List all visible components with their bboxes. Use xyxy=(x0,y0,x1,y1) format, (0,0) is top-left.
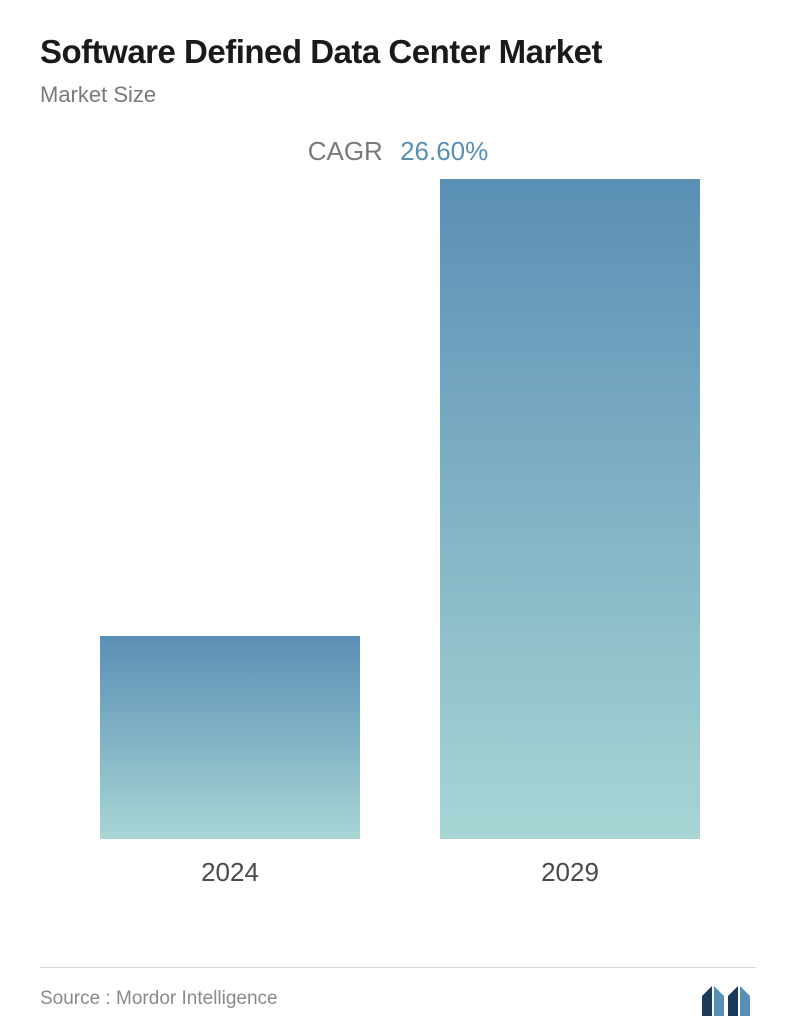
bar-rect xyxy=(440,179,700,839)
cagr-label: CAGR xyxy=(308,136,383,166)
bar-2029: 2029 xyxy=(440,179,700,839)
bar-2024: 2024 xyxy=(100,636,360,839)
bar-label: 2029 xyxy=(541,857,599,888)
bar-label: 2024 xyxy=(201,857,259,888)
cagr-row: CAGR 26.60% xyxy=(40,136,756,167)
cagr-value: 26.60% xyxy=(400,136,488,166)
bar-chart: 2024 2029 xyxy=(40,179,756,899)
bar-rect xyxy=(100,636,360,839)
chart-title: Software Defined Data Center Market xyxy=(40,32,756,72)
mordor-logo-icon xyxy=(702,982,756,1016)
source-text: Source : Mordor Intelligence xyxy=(40,988,278,1010)
chart-footer: Source : Mordor Intelligence xyxy=(40,967,756,1016)
chart-subtitle: Market Size xyxy=(40,82,756,108)
